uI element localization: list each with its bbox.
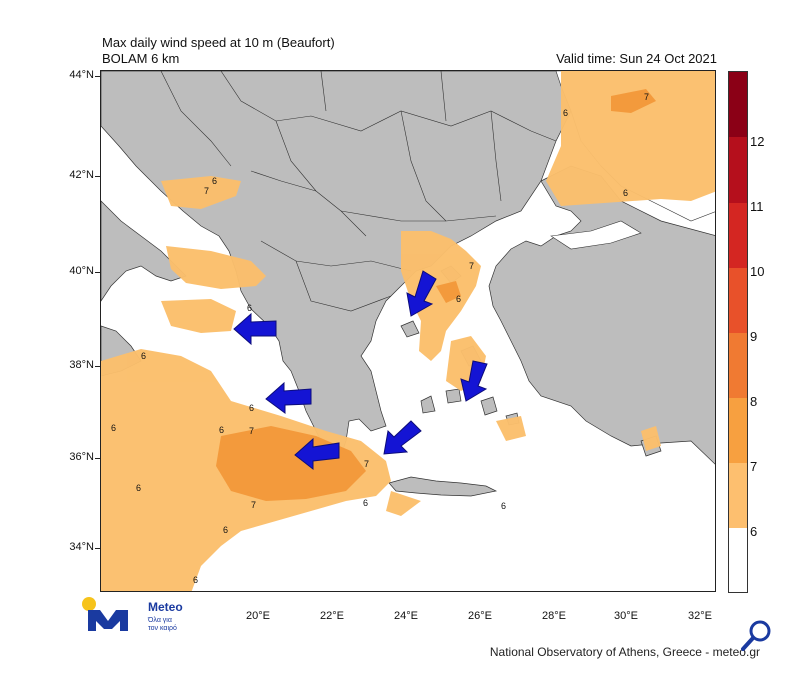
lon-label: 22°E bbox=[320, 610, 344, 622]
lat-label: 38°N bbox=[69, 359, 94, 371]
tick bbox=[95, 366, 100, 367]
contour-label: 7 bbox=[204, 186, 209, 196]
tick bbox=[95, 176, 100, 177]
contour-label: 6 bbox=[501, 501, 506, 511]
lat-label: 34°N bbox=[69, 541, 94, 553]
colorbar-label: 6 bbox=[750, 524, 758, 539]
tick bbox=[95, 272, 100, 273]
colorbar-label: 9 bbox=[750, 329, 758, 344]
contour-label: 7 bbox=[249, 426, 254, 436]
map-panel: 7 6 6 7 6 6 6 6 7 6 7 6 6 6 6 6 7 6 7 6 bbox=[100, 70, 716, 592]
arrow-ionian-north bbox=[233, 312, 277, 346]
italy-land bbox=[101, 200, 187, 302]
contour-label: 6 bbox=[111, 423, 116, 433]
colorbar-segment bbox=[729, 398, 747, 463]
contour-label: 6 bbox=[247, 303, 252, 313]
colorbar-segment bbox=[729, 333, 747, 398]
title-line-1: Max daily wind speed at 10 m (Beaufort) bbox=[102, 35, 335, 50]
lat-label: 42°N bbox=[69, 169, 94, 181]
arrow-ionian-south bbox=[265, 381, 312, 414]
lat-label: 36°N bbox=[69, 451, 94, 463]
meteo-logo-icon bbox=[82, 597, 128, 631]
colorbar-label: 8 bbox=[750, 394, 758, 409]
contour-label: 7 bbox=[251, 500, 256, 510]
colorbar-segment bbox=[729, 137, 747, 203]
wind-arrows bbox=[233, 270, 488, 471]
logo-tagline: Όλα για τον καιρό bbox=[148, 617, 177, 633]
contour-label: 6 bbox=[249, 403, 254, 413]
colorbar-label: 12 bbox=[750, 134, 765, 149]
lon-label: 30°E bbox=[614, 610, 638, 622]
colorbar bbox=[728, 71, 748, 593]
lon-label: 32°E bbox=[688, 610, 712, 622]
lon-label: 28°E bbox=[542, 610, 566, 622]
colorbar-segment bbox=[729, 203, 747, 268]
arrow-north-aegean bbox=[406, 270, 437, 317]
map-svg: 7 6 6 7 6 6 6 6 7 6 7 6 6 6 6 6 7 6 7 6 bbox=[101, 71, 715, 591]
arrow-cyclades bbox=[383, 420, 422, 455]
arrow-east-aegean bbox=[460, 360, 488, 402]
logo-name: Meteo bbox=[148, 600, 183, 614]
contour-label: 6 bbox=[219, 425, 224, 435]
lon-label: 26°E bbox=[468, 610, 492, 622]
colorbar-segment bbox=[729, 528, 747, 592]
tick bbox=[95, 76, 100, 77]
balkans-land bbox=[101, 71, 572, 457]
contour-label: 6 bbox=[363, 498, 368, 508]
contour-label: 6 bbox=[193, 575, 198, 585]
contour-label: 7 bbox=[644, 92, 649, 102]
tick bbox=[95, 458, 100, 459]
colorbar-label: 11 bbox=[750, 199, 764, 214]
contour-label: 6 bbox=[212, 176, 217, 186]
contour-label: 7 bbox=[469, 261, 474, 271]
valid-time: Valid time: Sun 24 Oct 2021 bbox=[556, 51, 717, 66]
contour-label: 6 bbox=[623, 188, 628, 198]
colorbar-segment bbox=[729, 463, 747, 528]
lon-label: 20°E bbox=[246, 610, 270, 622]
credit-text: National Observatory of Athens, Greece -… bbox=[489, 645, 760, 659]
contour-label: 6 bbox=[223, 525, 228, 535]
title-line-2: BOLAM 6 km bbox=[102, 51, 180, 66]
tick bbox=[95, 548, 100, 549]
lon-label: 24°E bbox=[394, 610, 418, 622]
colorbar-label: 10 bbox=[750, 264, 765, 279]
chart-title: Max daily wind speed at 10 m (Beaufort) … bbox=[102, 35, 335, 67]
colorbar-label: 7 bbox=[750, 459, 758, 474]
lat-label: 44°N bbox=[69, 69, 94, 81]
contour-label: 6 bbox=[563, 108, 568, 118]
borders bbox=[160, 71, 557, 312]
arrow-south-peloponnese bbox=[294, 437, 340, 471]
colorbar-segment bbox=[729, 268, 747, 333]
logo-tagline-line-2: τον καιρό bbox=[148, 625, 177, 632]
crete-land bbox=[388, 476, 498, 497]
colorbar-segment bbox=[729, 72, 747, 137]
contour-label-layer: 7 6 6 7 6 6 6 6 7 6 7 6 6 6 6 6 7 6 7 6 bbox=[111, 92, 649, 585]
contour-label: 6 bbox=[456, 294, 461, 304]
lat-label: 40°N bbox=[69, 265, 94, 277]
logo-tagline-line-1: Όλα για bbox=[148, 617, 172, 624]
contour-label: 6 bbox=[136, 483, 141, 493]
contour-label: 7 bbox=[364, 459, 369, 469]
magnifier-icon[interactable] bbox=[738, 618, 774, 654]
contour-label: 6 bbox=[141, 351, 146, 361]
